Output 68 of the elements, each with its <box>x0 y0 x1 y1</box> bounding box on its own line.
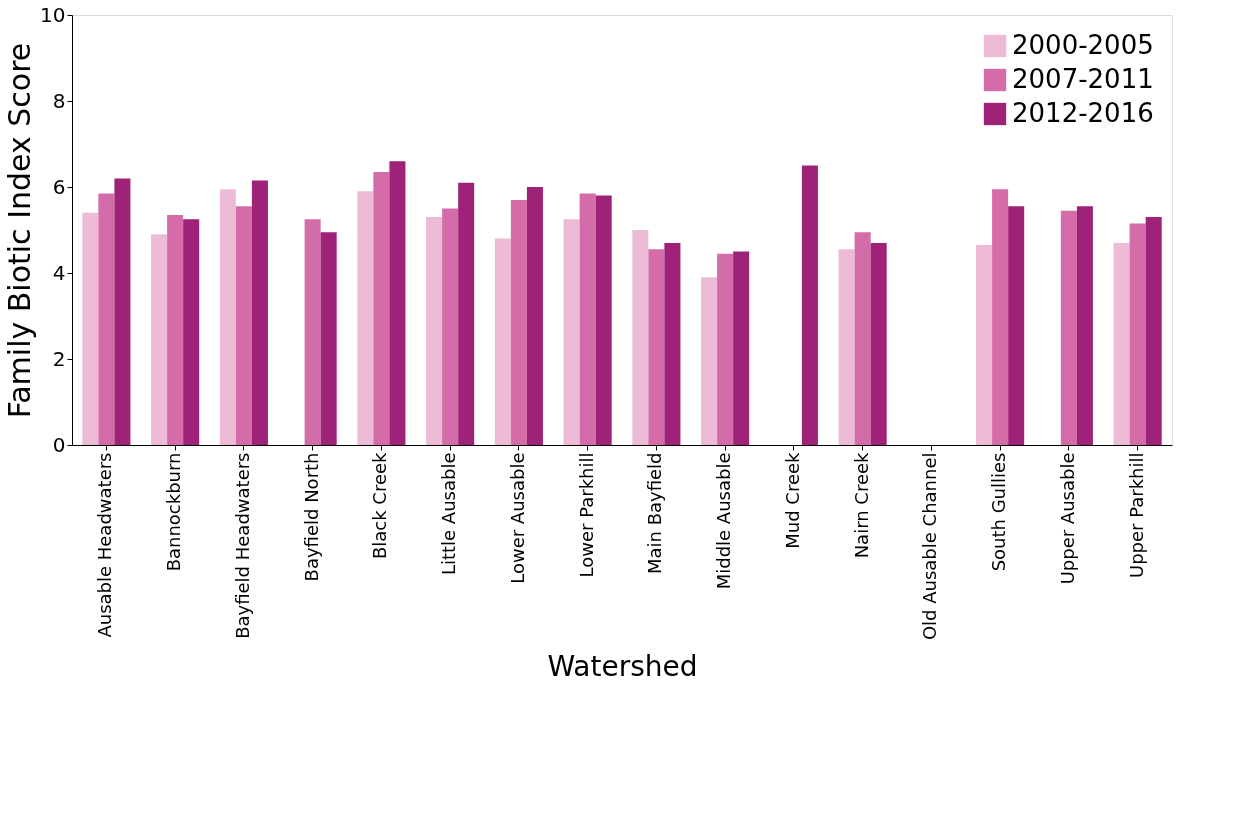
bar <box>854 232 871 445</box>
y-tick-label: 10 <box>40 2 66 27</box>
x-tick-label: Upper Ausable <box>1056 452 1078 585</box>
bar <box>251 180 268 445</box>
bar <box>595 195 612 445</box>
x-tick-label: Main Bayfield <box>644 452 666 575</box>
bar <box>1129 223 1146 445</box>
bar <box>563 219 580 445</box>
bar <box>320 232 337 445</box>
x-tick-label: South Gullies <box>988 452 1010 572</box>
bar <box>838 249 855 445</box>
bar <box>167 214 184 445</box>
x-tick-label: Bayfield Headwaters <box>231 452 253 639</box>
bar <box>458 182 475 445</box>
legend-label: 2007-2011 <box>1012 64 1154 94</box>
bar <box>664 242 681 445</box>
x-tick-label: Bayfield North <box>300 452 322 582</box>
y-tick-label: 8 <box>52 88 66 113</box>
bar <box>733 251 750 445</box>
x-tick-label: Black Creek <box>369 451 391 560</box>
bar <box>526 187 543 445</box>
bar <box>648 249 665 445</box>
bar <box>1145 217 1162 445</box>
bar <box>701 277 718 445</box>
bar <box>426 217 443 445</box>
bar <box>976 245 993 445</box>
x-tick-label: Upper Parkhill <box>1125 452 1147 579</box>
x-tick-label: Middle Ausable <box>713 452 735 590</box>
bar <box>494 238 511 445</box>
bar <box>357 191 374 445</box>
y-tick-label: 6 <box>52 174 66 199</box>
bar <box>1113 242 1130 445</box>
x-axis-title: Watershed <box>547 650 698 684</box>
x-tick-label: Lower Parkhill <box>575 452 597 578</box>
bar <box>389 161 406 445</box>
x-tick-label: Mud Creek <box>781 451 803 549</box>
x-tick-label: Nairn Creek <box>850 451 872 559</box>
y-tick-label: 0 <box>52 432 66 457</box>
bar <box>151 234 168 445</box>
bar <box>992 189 1009 445</box>
x-tick-label: Little Ausable <box>438 452 460 576</box>
bar <box>183 219 200 445</box>
bar <box>373 171 390 445</box>
bar <box>219 189 236 445</box>
y-tick-label: 4 <box>52 260 66 285</box>
bar <box>632 230 649 445</box>
bar <box>98 193 115 445</box>
bar <box>114 178 131 445</box>
bar <box>870 242 887 445</box>
legend-label: 2000-2005 <box>1012 30 1154 60</box>
bar <box>801 165 818 445</box>
x-tick-label: Old Ausable Channel <box>919 452 941 641</box>
y-axis-title: Family Biotic Index Score <box>2 42 38 419</box>
bar <box>717 253 734 445</box>
bar <box>1008 206 1025 445</box>
bar <box>304 219 321 445</box>
x-tick-label: Ausable Headwaters <box>94 452 116 638</box>
x-tick-label: Lower Ausable <box>506 452 528 584</box>
bar <box>82 212 99 445</box>
legend-label: 2012-2016 <box>1012 98 1154 128</box>
bar <box>579 193 596 445</box>
bar <box>442 208 459 445</box>
bar <box>235 206 252 445</box>
bar <box>1076 206 1093 445</box>
bar <box>1060 210 1077 445</box>
y-tick-label: 2 <box>52 346 66 371</box>
x-tick-label: Bannockburn <box>163 452 185 572</box>
bar <box>510 199 527 445</box>
